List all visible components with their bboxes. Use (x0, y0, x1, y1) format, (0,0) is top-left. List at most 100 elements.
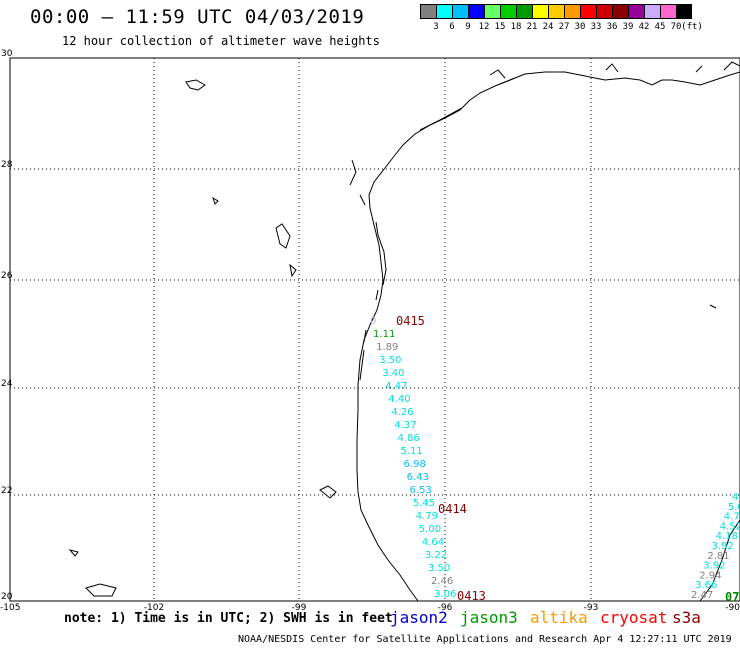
map-frame (9, 57, 740, 602)
swh-value: 4.26 (391, 407, 413, 418)
satellite-legend-jason3: jason3 (460, 608, 518, 627)
legend-label: 18 (510, 22, 522, 32)
legend-swatch (532, 4, 548, 19)
swh-value: 1.89 (376, 342, 398, 353)
swh-value: 2.81 (707, 551, 729, 562)
track-labels: 0415 0414 0413 07 (396, 314, 739, 604)
legend-label: 27 (558, 22, 570, 32)
swh-value: 5.45 (413, 498, 435, 509)
legend-swatch (452, 4, 468, 19)
lon-label: -105 (0, 603, 20, 613)
legend-label: 42 (638, 22, 650, 32)
lat-lon-grid: 30 28 26 24 22 20-105 -102 -99 -96 -93 -90 (0, 49, 740, 613)
legend-labels: 3 6 9 12 15 18 21 24 27 30 33 36 39 42 45 70 (ft) (420, 22, 740, 36)
legend-label: 12 (478, 22, 490, 32)
chart-subtitle: 12 hour collection of altimeter wave hei… (62, 34, 380, 48)
legend-swatch (676, 4, 692, 19)
legend-label: 39 (622, 22, 634, 32)
swh-value: 6.98 (404, 459, 426, 470)
track-label: 0413 (457, 589, 486, 603)
inland-lakes (68, 79, 717, 597)
legend-label: (ft) (681, 22, 703, 32)
legend-swatch (644, 4, 660, 19)
legend-label: 70 (670, 22, 682, 32)
legend-swatch (612, 4, 628, 19)
lat-label: 22 (1, 486, 12, 496)
legend-swatch (548, 4, 564, 19)
legend-swatch (436, 4, 452, 19)
legend-swatch (660, 4, 676, 19)
swh-value: 5.00 (419, 524, 441, 535)
swh-value: 4.47 (385, 381, 407, 392)
legend-swatch (468, 4, 484, 19)
swh-value: 4.79 (416, 511, 438, 522)
lon-label: -96 (438, 603, 453, 613)
lat-label: 20 (1, 592, 13, 602)
satellite-legend-altika: altika (530, 608, 588, 627)
footer-credit: NOAA/NESDIS Center for Satellite Applica… (238, 634, 732, 645)
legend-label: 45 (654, 22, 666, 32)
swh-value: 3.06 (434, 589, 456, 600)
lon-label: -93 (584, 603, 599, 613)
barrier-islands (375, 77, 516, 301)
chart-title: 00:00 – 11:59 UTC 04/03/2019 (30, 6, 365, 28)
swh-value: 4.86 (397, 433, 419, 444)
lon-label: -99 (292, 603, 307, 613)
lat-label: 26 (1, 271, 13, 281)
swh-value: 6.43 (407, 472, 429, 483)
swh-value: 6.53 (410, 485, 432, 496)
legend-label: 15 (494, 22, 506, 32)
swh-value: 4.7 (724, 512, 740, 523)
track-label: 07 (725, 590, 739, 604)
swh-value: 4. (732, 492, 740, 503)
lon-label: -102 (144, 603, 164, 613)
swh-value: 4.52 (720, 521, 740, 532)
coastline-mexico-texas (356, 71, 740, 602)
legend-swatch (580, 4, 596, 19)
legend-label: 30 (574, 22, 586, 32)
legend-swatch (596, 4, 612, 19)
swh-value: 5.11 (401, 446, 423, 457)
swh-value: 3.66 (695, 580, 717, 591)
swh-value: 3.50 (379, 355, 401, 366)
swh-value: 2.94 (699, 570, 721, 581)
swh-value: 0 (370, 316, 376, 327)
legend-label: 6 (449, 22, 455, 32)
swh-value: 4.37 (394, 420, 416, 431)
swh-value: 3.92 (703, 561, 725, 572)
legend-label: 33 (590, 22, 602, 32)
legend-swatch (500, 4, 516, 19)
legend-swatches (420, 4, 692, 19)
legend-label: 36 (606, 22, 618, 32)
legend-swatch (564, 4, 580, 19)
swh-labels: 0 1.11 1.89 3.50 3.40 4.47 4.40 4.26 4.37 4.86 5.1… (370, 316, 740, 601)
coastline-southeast (699, 519, 740, 602)
note-text: note: 1) Time is in UTC; 2) SWH is in fe… (64, 611, 393, 626)
swh-value: 2.46 (431, 576, 453, 587)
lon-label: -90 (725, 603, 740, 613)
satellite-legend-cryosat: cryosat (600, 608, 668, 627)
lat-label: 24 (1, 379, 13, 389)
swh-value: 3.40 (382, 368, 404, 379)
laguna-madre (359, 329, 367, 381)
swh-value: 3.50 (428, 563, 450, 574)
legend-swatch (420, 4, 436, 19)
swh-value: 4.18 (716, 531, 738, 542)
bay-inlets (349, 61, 740, 206)
satellite-legend-s3a: s3a (672, 608, 701, 627)
legend-swatch (484, 4, 500, 19)
swh-value: 3.22 (425, 550, 447, 561)
swh-value: 3.92 (712, 541, 734, 552)
satellite-legend-jason2: jason2 (390, 608, 448, 627)
color-legend: 3 6 9 12 15 18 21 24 27 30 33 36 39 42 45 70 (ft) (420, 4, 703, 32)
lat-label: 30 (1, 49, 13, 59)
coastline (68, 61, 740, 602)
legend-swatch (516, 4, 532, 19)
legend-label: 24 (542, 22, 554, 32)
legend-label: 9 (465, 22, 471, 32)
legend-swatch (628, 4, 644, 19)
swh-value: 4.64 (422, 537, 444, 548)
track-label: 0415 (396, 314, 425, 328)
legend-label: 3 (433, 22, 439, 32)
